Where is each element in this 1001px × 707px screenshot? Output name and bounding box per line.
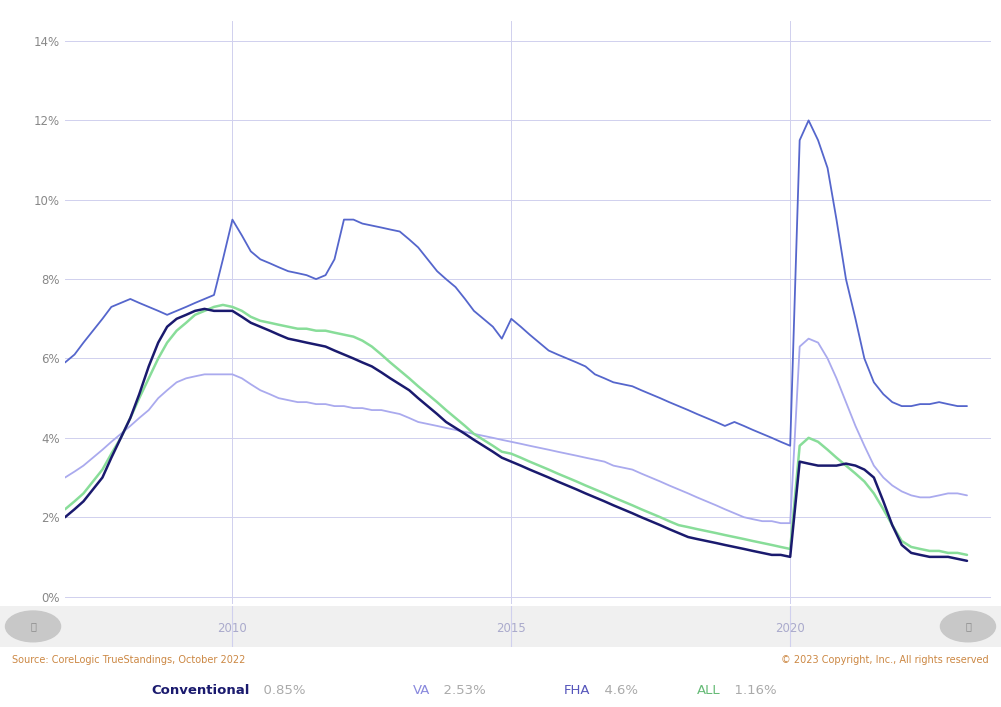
- Text: ALL: ALL: [697, 684, 721, 696]
- Text: Source: CoreLogic TrueStandings, October 2022: Source: CoreLogic TrueStandings, October…: [12, 655, 245, 665]
- Text: FHA: FHA: [565, 684, 591, 696]
- Text: © 2023 Copyright, Inc., All rights reserved: © 2023 Copyright, Inc., All rights reser…: [782, 655, 989, 665]
- Text: 2015: 2015: [496, 622, 527, 635]
- Text: 2020: 2020: [776, 622, 805, 635]
- Text: 1.16%: 1.16%: [726, 684, 777, 696]
- Text: 0.85%: 0.85%: [255, 684, 305, 696]
- Text: VA: VA: [413, 684, 430, 696]
- Text: ⏸: ⏸: [965, 621, 971, 631]
- Text: ⏸: ⏸: [30, 621, 36, 631]
- X-axis label: Year: Year: [515, 631, 542, 644]
- Text: 2.53%: 2.53%: [435, 684, 486, 696]
- Text: 4.6%: 4.6%: [596, 684, 638, 696]
- Ellipse shape: [6, 611, 61, 642]
- Ellipse shape: [941, 611, 995, 642]
- Text: 2010: 2010: [217, 622, 247, 635]
- Text: Conventional: Conventional: [152, 684, 250, 696]
